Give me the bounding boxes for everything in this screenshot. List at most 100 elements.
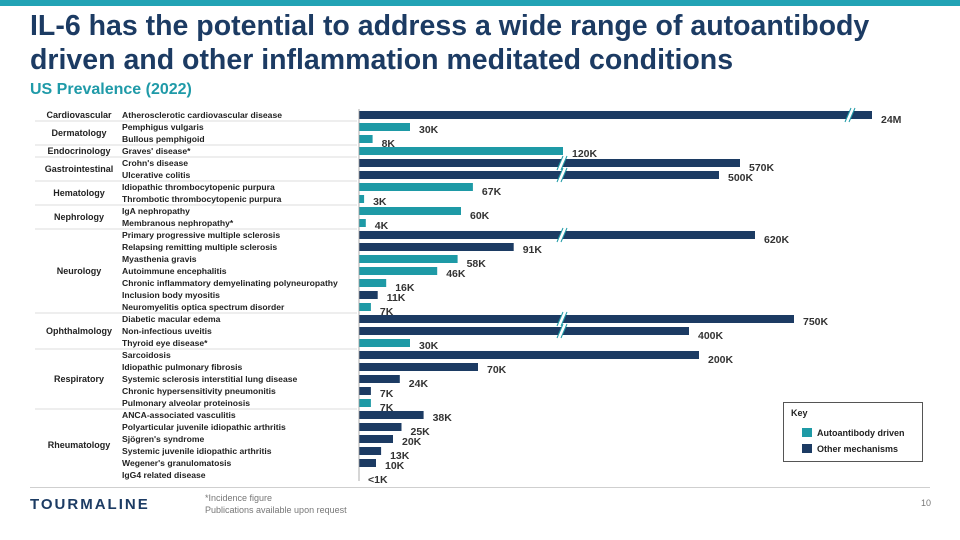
bar — [359, 195, 365, 203]
bar-value-label: 7K — [380, 388, 394, 400]
axis-break-mark — [560, 155, 568, 171]
bar — [359, 339, 410, 347]
axis-break-gap — [557, 227, 567, 243]
bar-value-label: 30K — [419, 340, 439, 352]
legend-item-autoantibody: Autoantibody driven — [802, 428, 905, 439]
bar-value-label: 750K — [803, 316, 829, 328]
category-label: Neurology — [57, 266, 102, 276]
bar — [359, 171, 719, 179]
row-label: Pulmonary alveolar proteinosis — [122, 398, 250, 408]
category-label: Nephrology — [54, 212, 104, 222]
row-label: Crohn's disease — [122, 158, 188, 168]
row-label: Pemphigus vulgaris — [122, 122, 204, 132]
legend-label-other: Other mechanisms — [817, 444, 899, 454]
bar-value-label: 91K — [523, 244, 543, 256]
footnote-publications: Publications available upon request — [205, 505, 347, 515]
bar — [359, 375, 400, 383]
category-label: Ophthalmology — [46, 326, 112, 336]
bar — [359, 315, 794, 323]
legend-title: Key — [791, 408, 808, 418]
row-label: IgG4 related disease — [122, 470, 206, 480]
bar — [359, 291, 378, 299]
row-label: Thyroid eye disease* — [122, 338, 208, 348]
prevalence-bar-chart: Atherosclerotic cardiovascular disease 24… — [35, 107, 902, 486]
row-label: Non-infectious uveitis — [122, 326, 212, 336]
axis-break-mark — [556, 323, 564, 339]
category-label: Respiratory — [54, 374, 104, 384]
legend-item-other: Other mechanisms — [802, 444, 898, 455]
bar-value-label: 60K — [470, 210, 490, 222]
axis-break-mark — [844, 107, 852, 123]
bar — [359, 279, 387, 287]
bar-value-label: 4K — [375, 220, 389, 232]
axis-break-mark — [556, 227, 564, 243]
axis-break-gap — [557, 167, 567, 183]
bar — [359, 267, 438, 275]
legend-box: Key Autoantibody driven Other mechanisms — [783, 402, 923, 462]
bar — [359, 447, 382, 455]
row-label: Neuromyelitis optica spectrum disorder — [122, 302, 285, 312]
bar-value-label: 13K — [390, 450, 410, 462]
axis-break-gap — [845, 107, 855, 123]
bar — [359, 183, 473, 191]
category-label: Gastrointestinal — [45, 164, 114, 174]
bar — [359, 111, 872, 119]
axis-break-gap — [557, 155, 567, 171]
page-number: 10 — [921, 498, 932, 508]
footnote-incidence: *Incidence figure — [205, 493, 273, 503]
bar-value-label: 570K — [749, 162, 775, 174]
axis-break-mark — [556, 167, 564, 183]
bar-value-label: 400K — [698, 330, 724, 342]
row-label: Idiopathic thrombocytopenic purpura — [122, 182, 275, 192]
bar — [359, 255, 458, 263]
row-label: Polyarticular juvenile idiopathic arthri… — [122, 422, 286, 432]
axis-break-gap — [557, 323, 567, 339]
bar-value-label: 620K — [764, 234, 790, 246]
legend-label-autoantibody: Autoantibody driven — [817, 428, 905, 438]
company-logo: TOURMALINE — [30, 496, 150, 513]
bar-value-label: 70K — [487, 364, 507, 376]
bar — [359, 351, 699, 359]
bar-value-label: 500K — [728, 172, 754, 184]
footer-divider — [30, 487, 930, 488]
row-label: Myasthenia gravis — [122, 254, 197, 264]
row-label: Wegener's granulomatosis — [122, 458, 232, 468]
bar — [359, 327, 689, 335]
bar-value-label: 3K — [373, 196, 387, 208]
bar — [359, 435, 393, 443]
axis-break-mark — [848, 107, 856, 123]
row-label: Membranous nephropathy* — [122, 218, 234, 228]
bar — [359, 123, 410, 131]
row-label: Autoimmune encephalitis — [122, 266, 227, 276]
bar — [359, 159, 740, 167]
bar-value-label: 58K — [467, 258, 487, 270]
row-label: Chronic hypersensitivity pneumonitis — [122, 386, 276, 396]
row-label: Sjögren's syndrome — [122, 434, 204, 444]
axis-break-mark — [556, 155, 564, 171]
bar — [359, 411, 424, 419]
bar — [359, 303, 371, 311]
bar-value-label: 200K — [708, 354, 734, 366]
top-accent-bar — [0, 0, 960, 6]
axis-break-mark — [560, 323, 568, 339]
page-title: IL-6 has the potential to address a wide… — [30, 10, 870, 76]
legend-swatch-autoantibody — [802, 428, 812, 437]
axis-break-mark — [560, 227, 568, 243]
bar-value-label: 30K — [419, 124, 439, 136]
bar-value-label: <1K — [368, 474, 388, 486]
bar — [359, 399, 371, 407]
row-label: Atherosclerotic cardiovascular disease — [122, 110, 282, 120]
row-label: Relapsing remitting multiple sclerosis — [122, 242, 277, 252]
category-label: Cardiovascular — [46, 110, 112, 120]
bar-value-label: 20K — [402, 436, 422, 448]
bar — [359, 363, 478, 371]
bar — [359, 243, 514, 251]
row-label: Idiopathic pulmonary fibrosis — [122, 362, 243, 372]
row-label: ANCA-associated vasculitis — [122, 410, 236, 420]
row-label: Primary progressive multiple sclerosis — [122, 230, 280, 240]
bar — [359, 423, 402, 431]
bar-value-label: 16K — [395, 282, 415, 294]
row-label: Systemic juvenile idiopathic arthritis — [122, 446, 272, 456]
row-label: Inclusion body myositis — [122, 290, 220, 300]
bar-value-label: 67K — [482, 186, 502, 198]
